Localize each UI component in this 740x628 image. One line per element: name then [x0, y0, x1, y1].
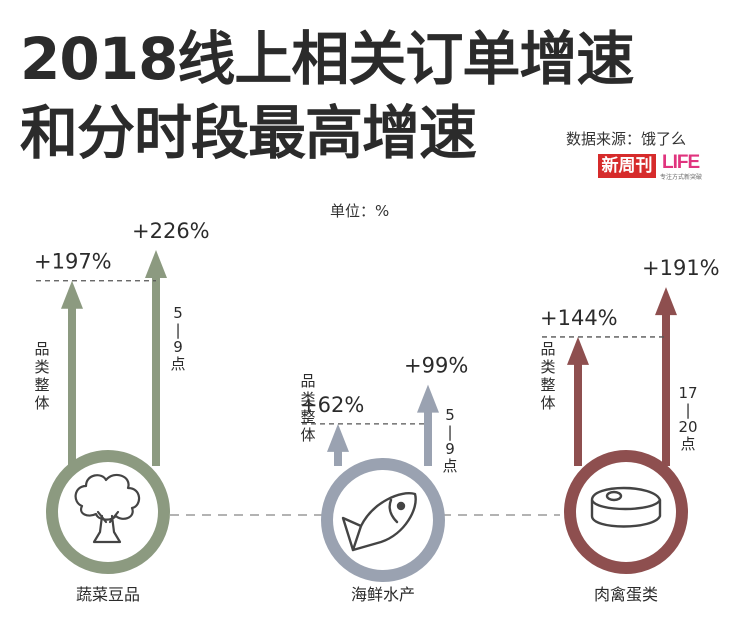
- category-circle-2: [564, 450, 688, 574]
- time-label-2-2: 20: [678, 418, 697, 436]
- category-label-0: 蔬菜豆品: [76, 585, 140, 604]
- time-label-2-1: |: [685, 401, 690, 419]
- value-label-peak-2: +191%: [642, 256, 720, 280]
- time-label-1-2: 9: [445, 440, 455, 458]
- overall-label-0-2: 整: [34, 376, 49, 394]
- steak-top: [590, 499, 662, 511]
- fish-eye: [396, 501, 406, 511]
- overall-label-0-0: 品: [34, 340, 49, 358]
- life-logo-sub: 专注方式新突破: [660, 175, 703, 181]
- category-label-2: 肉禽蛋类: [594, 585, 658, 604]
- fish-tail: [341, 516, 363, 552]
- broccoli-icon: [74, 473, 141, 544]
- time-label-0-2: 9: [173, 338, 183, 356]
- broccoli-stem: [92, 514, 122, 544]
- arrow-peak-1-head: [417, 384, 439, 413]
- overall-label-0-3: 体: [34, 394, 49, 412]
- fish-icon: [341, 492, 417, 552]
- category-circle-0: [46, 450, 170, 574]
- overall-label-1-0: 品: [300, 372, 315, 390]
- arrow-peak-0-head: [145, 250, 167, 278]
- time-label-1-3: 点: [442, 457, 457, 475]
- life-logo: LIFE 专注方式新突破: [660, 152, 712, 181]
- arrow-overall-1-head: [327, 423, 349, 452]
- overall-label-0-1: 类: [34, 358, 49, 376]
- value-label-overall-1: +62%: [300, 393, 364, 417]
- data-source: 数据来源：饿了么: [566, 130, 687, 148]
- category-circle-1: [321, 458, 445, 582]
- time-label-0-3: 点: [170, 355, 185, 373]
- overall-label-2-0: 品: [540, 340, 555, 358]
- overall-label-1-2: 整: [300, 408, 315, 426]
- overall-label-1-1: 类: [300, 390, 315, 408]
- fish-body: [351, 492, 417, 552]
- broccoli-branches: [96, 510, 120, 524]
- broccoli-head: [74, 473, 141, 521]
- life-logo-word: LIFE: [662, 152, 700, 173]
- value-label-overall-0: +197%: [34, 250, 112, 274]
- time-label-0-0: 5: [173, 304, 183, 322]
- page-title-line1: 2018线上相关订单增速: [20, 25, 634, 93]
- fish-gill: [388, 498, 399, 524]
- steak-body: [590, 486, 662, 528]
- time-label-1-0: 5: [445, 406, 455, 424]
- category-label-1: 海鲜水产: [351, 585, 415, 604]
- steak-bone: [605, 490, 623, 502]
- unit-label: 单位：%: [330, 202, 390, 220]
- value-label-peak-1: +99%: [404, 354, 468, 378]
- steak-icon: [590, 486, 662, 528]
- time-label-1-1: |: [447, 423, 452, 441]
- arrow-overall-0-head: [61, 280, 83, 309]
- arrow-peak-2-head: [655, 287, 677, 316]
- time-label-0-1: |: [175, 321, 180, 339]
- page-title-line2: 和分时段最高增速: [20, 99, 477, 167]
- overall-label-1-3: 体: [300, 426, 315, 444]
- overall-label-2-3: 体: [540, 394, 555, 412]
- xinzhoukan-logo: 新周刊: [598, 154, 656, 178]
- time-label-2-0: 17: [678, 384, 697, 402]
- overall-label-2-1: 类: [540, 358, 555, 376]
- arrow-overall-2-head: [567, 336, 589, 365]
- time-label-2-3: 点: [680, 435, 695, 453]
- overall-label-2-2: 整: [540, 376, 555, 394]
- value-label-peak-0: +226%: [132, 219, 210, 243]
- value-label-overall-2: +144%: [540, 306, 618, 330]
